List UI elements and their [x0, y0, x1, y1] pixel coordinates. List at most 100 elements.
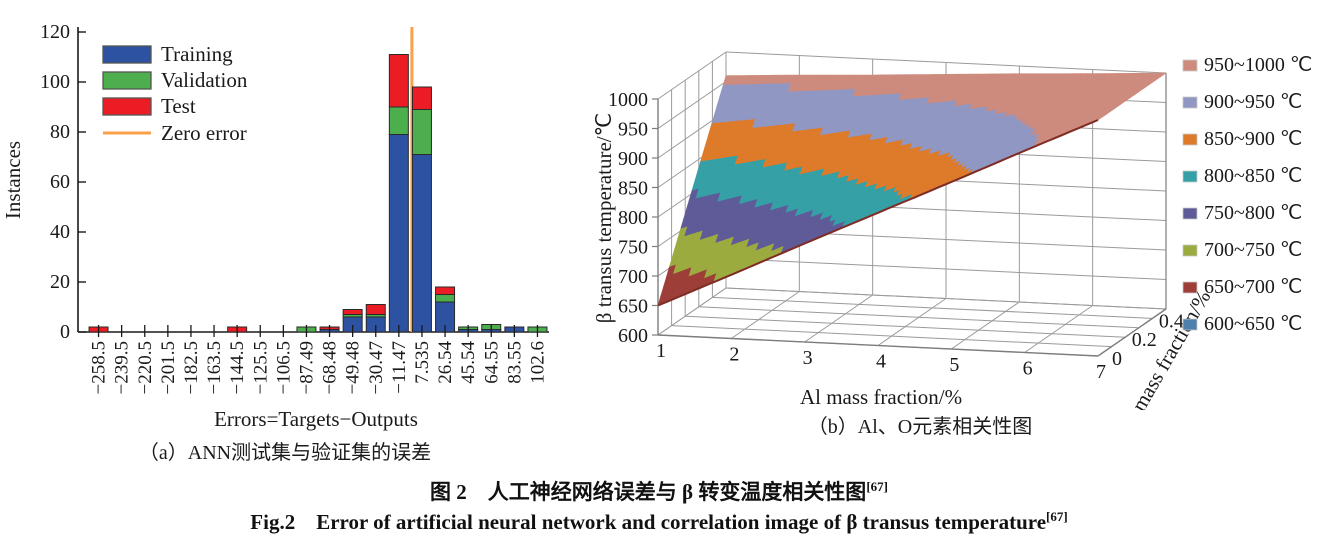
panel-a-ann-error-chart: 0 20 40 60 80 100 120 −258.5 −239.5 −220.5 −201.5−… — [0, 2, 578, 439]
band-legend-label: 750~800 ℃ — [1204, 202, 1302, 224]
z-tick-label: 950 — [618, 119, 648, 141]
x-tick-label: −220.5 — [135, 341, 156, 394]
band-legend-swatch — [1182, 318, 1198, 331]
box-edge-right-bottom — [1097, 308, 1167, 357]
legend-label: Training — [161, 42, 233, 66]
surface-front-edge — [657, 119, 1099, 307]
o-tick-label: 0.2 — [1132, 329, 1157, 351]
band-legend-swatch — [1182, 207, 1198, 220]
x-tick-label: −125.5 — [250, 341, 271, 394]
z-tick-label: 750 — [618, 237, 648, 259]
caption-panel-b: （b）Al、O元素相关性图 — [807, 416, 1033, 438]
reference-marker-en: [67] — [1046, 509, 1068, 524]
x-tick-label: 26.54 — [435, 341, 456, 384]
bar-segment-validation — [435, 294, 456, 303]
bar-segment-test — [411, 86, 432, 110]
al-tick-label: 6 — [1023, 358, 1033, 380]
band-legend-swatch — [1182, 133, 1198, 146]
surface-chart-svg: 600 650 700 750 800 850 900 950 1000 1 2 3 4 5 6 70 0.20… — [592, 51, 1312, 433]
figure-caption-en-text: Fig.2 Error of artificial neural network… — [250, 510, 1047, 534]
x-tick-label: 102.6 — [527, 341, 548, 384]
y-tick-label: 0 — [60, 321, 70, 343]
bar-segment-test — [435, 286, 456, 295]
figure-caption-en: Fig.2 Error of artificial neural network… — [0, 506, 1318, 536]
bar-segment-validation — [388, 106, 409, 135]
al-tick-label: 3 — [803, 347, 813, 369]
z-tick-label: 650 — [618, 296, 648, 318]
panel-b-surface-chart: 600 650 700 750 800 850 900 950 1000 1 2 3 4 5 6 7 0 0.2 0… — [592, 8, 1318, 433]
box-edge-front-bottom — [657, 334, 1099, 357]
x-tick-label: −106.5 — [273, 341, 294, 394]
figure-caption-zh: 图 2 人工神经网络误差与 β 转变温度相关性图[67] — [0, 476, 1318, 506]
x-tick-label: −87.49 — [296, 341, 317, 394]
y-tick-label: 100 — [40, 71, 70, 93]
legend-swatch-validation — [102, 71, 152, 90]
band-legend-swatch — [1182, 59, 1198, 72]
bar-segment-test — [342, 309, 363, 315]
x-tick-label: −182.5 — [181, 341, 202, 394]
floor-gridline — [951, 301, 1020, 350]
z-tick-label: 700 — [618, 266, 648, 288]
x-tick-label: −11.47 — [389, 341, 410, 394]
legend-swatch-test — [102, 97, 152, 116]
bar-segment-test — [365, 304, 386, 315]
z-tick-label: 850 — [618, 178, 648, 200]
band-legend-label: 850~900 ℃ — [1204, 128, 1302, 150]
al-tick-label: 2 — [729, 344, 739, 366]
o-tick-label: 0.4 — [1159, 310, 1184, 332]
al-tick-label: 1 — [656, 340, 666, 362]
legend-label: Test — [161, 94, 196, 118]
al-tick-label: 7 — [1096, 361, 1106, 383]
y-tick-label: 40 — [50, 221, 70, 243]
z-axis-title: β transus temperature/℃ — [595, 113, 616, 323]
left-wall-gridline — [657, 51, 727, 100]
floor-gridline — [877, 298, 947, 346]
floor-gridline — [1024, 305, 1093, 353]
x-tick-label: 83.55 — [504, 341, 525, 384]
z-tick-label: 1000 — [608, 89, 648, 111]
al-tick-label: 4 — [876, 351, 886, 373]
x-tick-label: 64.55 — [481, 341, 502, 384]
band-legend-label: 950~1000 ℃ — [1204, 54, 1312, 76]
floor-gridline — [731, 291, 800, 339]
x-tick-label: −258.5 — [89, 341, 110, 394]
band-legend-label: 600~650 ℃ — [1204, 313, 1302, 335]
y-tick-label: 80 — [50, 121, 70, 143]
legend-swatch-training — [102, 45, 152, 64]
reference-marker-zh: [67] — [866, 479, 888, 494]
y-tick-label: 120 — [40, 21, 70, 43]
surface — [657, 72, 1167, 307]
x-tick-label: −68.48 — [320, 341, 341, 394]
caption-panel-a: （a）ANN测试集与验证集的误差 — [138, 442, 432, 464]
band-legend-label: 650~700 ℃ — [1204, 276, 1302, 298]
x-tick-label: −30.47 — [366, 341, 387, 394]
x-tick-label: −239.5 — [112, 341, 133, 394]
z-tick-label: 900 — [618, 148, 648, 170]
legend-label: Validation — [161, 68, 248, 92]
band-legend-label: 800~850 ℃ — [1204, 165, 1302, 187]
al-tick-label: 5 — [949, 354, 959, 376]
y-tick-label: 60 — [50, 171, 70, 193]
floor-gridline — [804, 294, 873, 343]
x-tick-label: −49.48 — [343, 341, 364, 394]
band-legend-label: 900~950 ℃ — [1204, 91, 1302, 113]
y-tick-label: 20 — [50, 271, 70, 293]
band-legend-swatch — [1182, 281, 1198, 294]
z-tick-label: 600 — [618, 325, 648, 347]
bar-segment-training — [411, 154, 432, 333]
legend-label: Zero error — [161, 121, 247, 145]
x-axis-title: Errors=Targets−Outputs — [214, 407, 418, 431]
x-tick-label: −163.5 — [204, 341, 225, 394]
x-tick-label: 7.535 — [412, 341, 433, 384]
left-wall-gridline — [657, 81, 727, 129]
al-axis-title: Al mass fraction/% — [800, 385, 962, 409]
o-tick-label: 0 — [1112, 348, 1122, 370]
bar-segment-test — [388, 54, 409, 108]
band-legend-swatch — [1182, 170, 1198, 183]
y-axis-title: Instances — [1, 141, 25, 219]
x-tick-label: −201.5 — [158, 341, 179, 394]
z-tick-label: 800 — [618, 207, 648, 229]
band-legend-swatch — [1182, 244, 1198, 257]
